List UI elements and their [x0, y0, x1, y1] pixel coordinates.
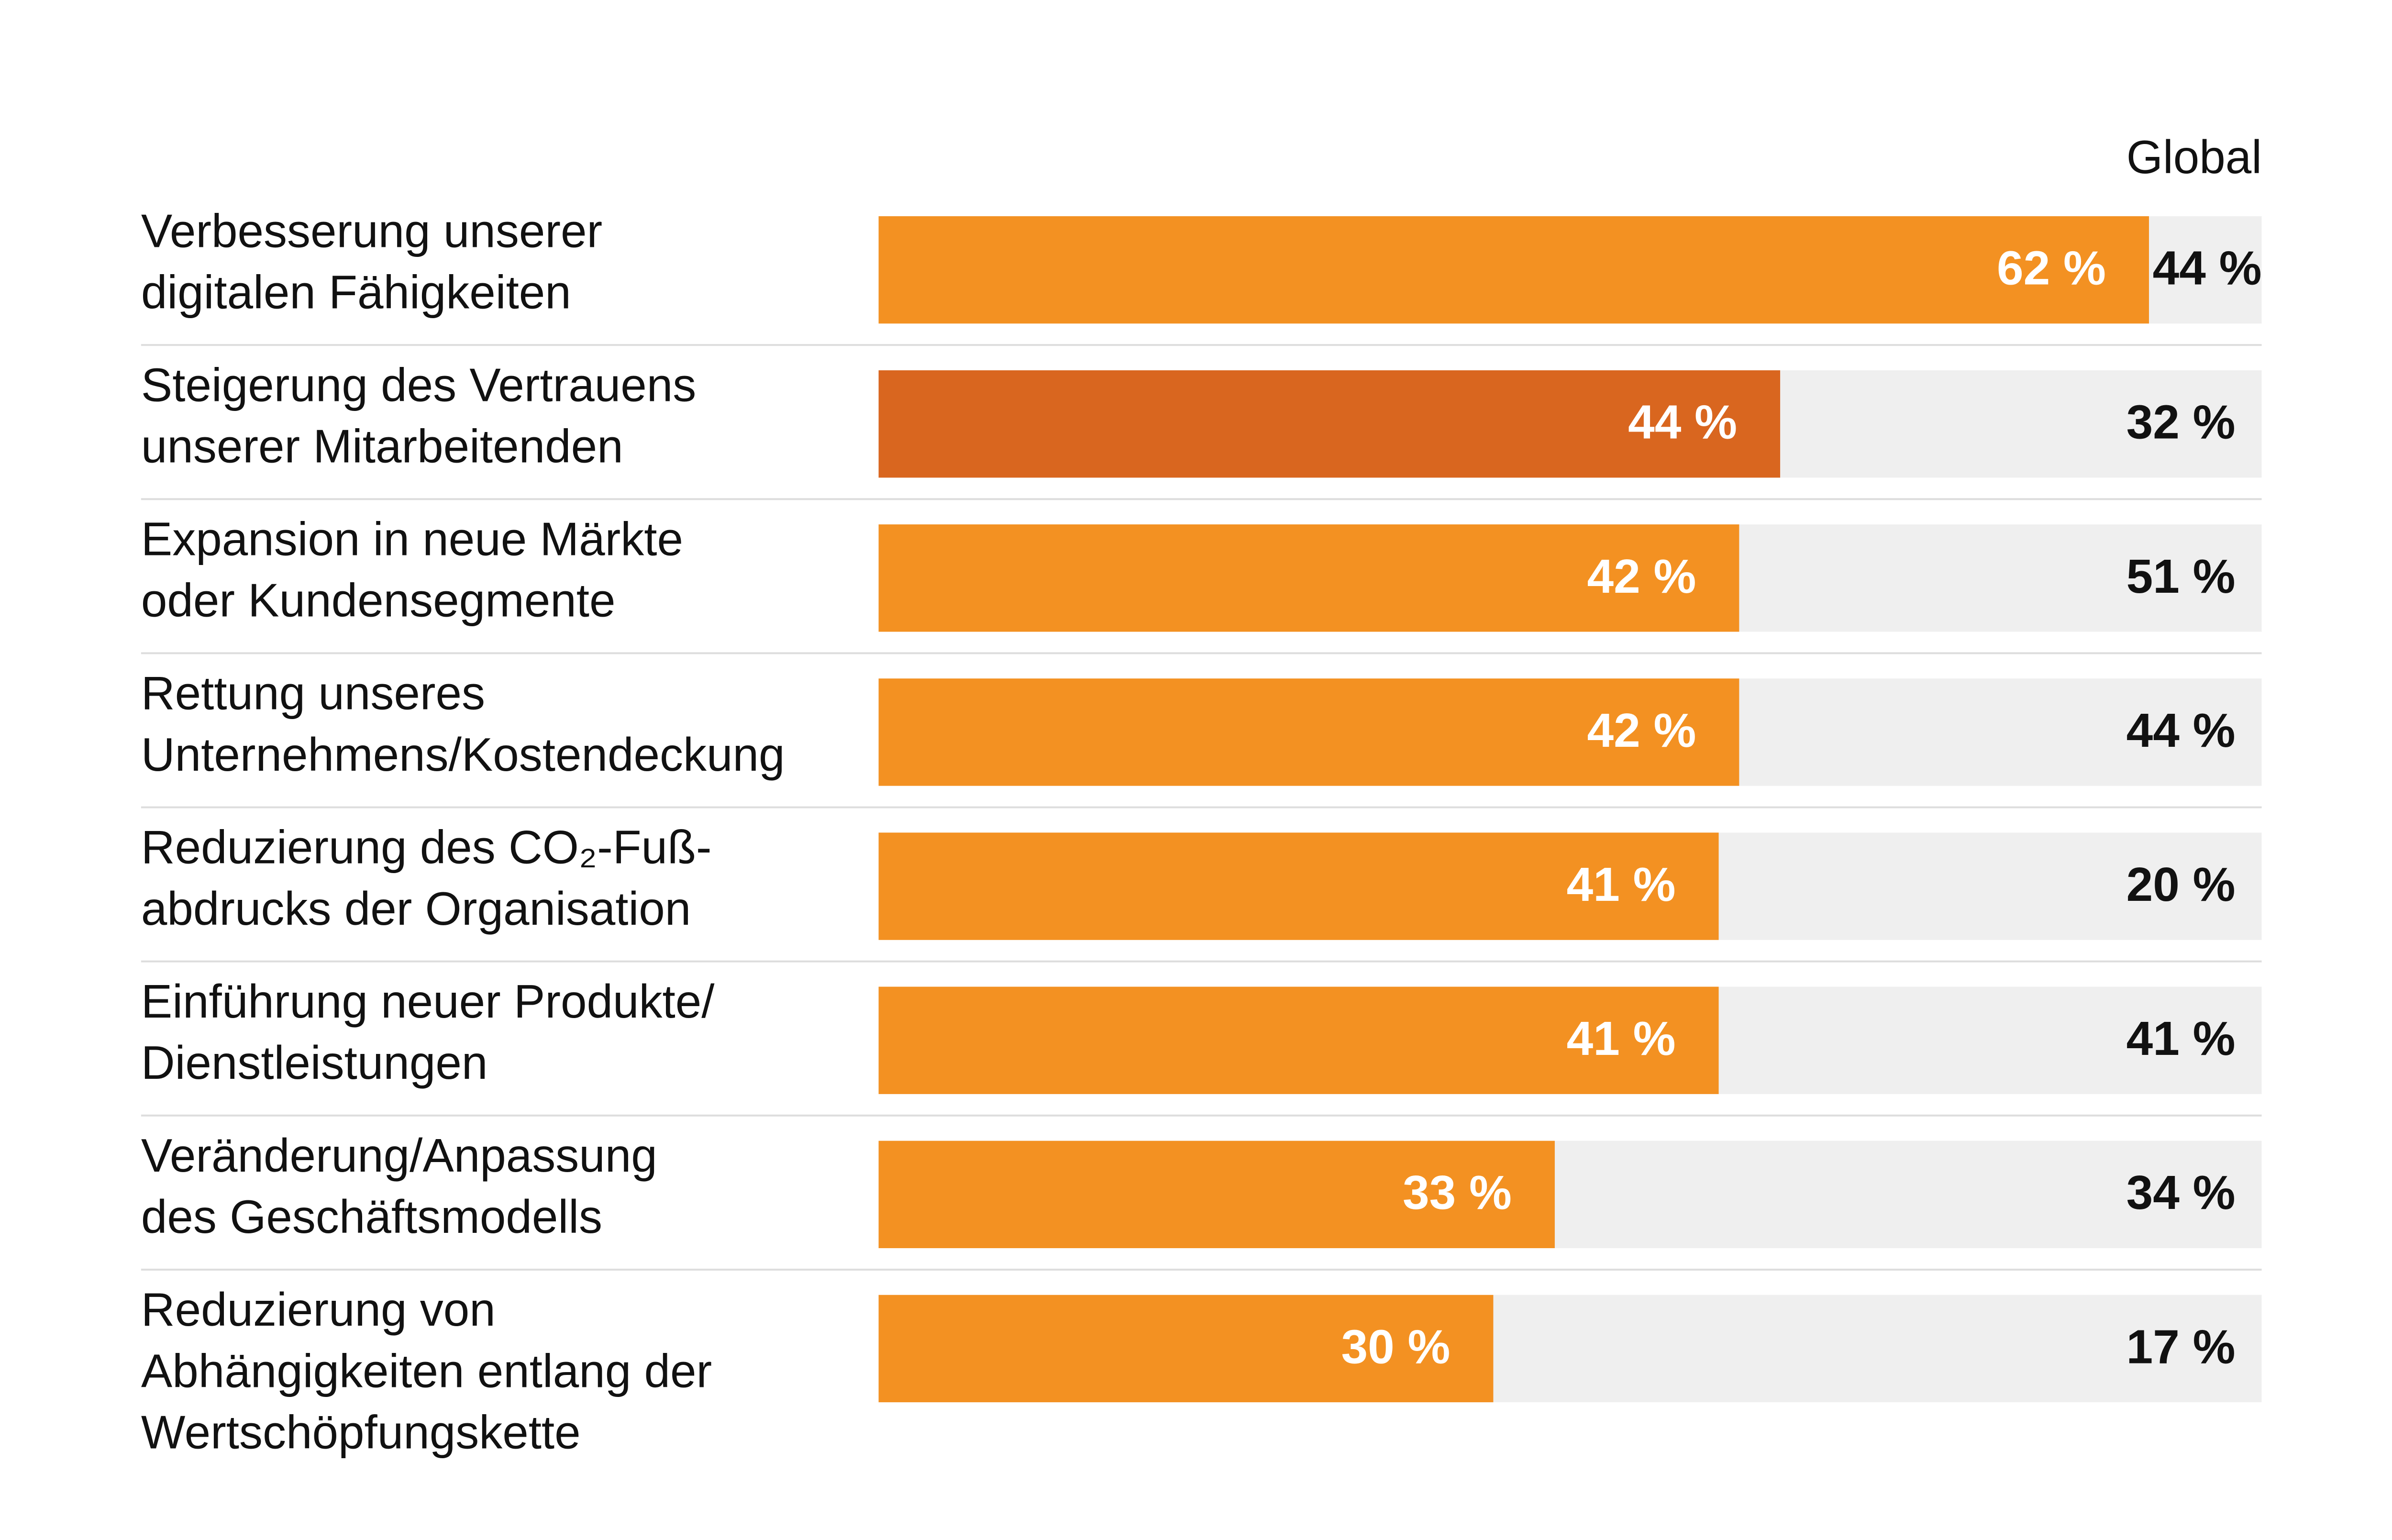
global-value-label: 44 %: [2126, 704, 2236, 757]
value-label: 33 %: [1403, 1166, 1512, 1219]
global-value-label: 32 %: [2126, 396, 2236, 449]
category-label: digitalen Fähigkeiten: [141, 266, 571, 318]
bar: [878, 1295, 1494, 1403]
value-label: 41 %: [1567, 858, 1676, 911]
category-label: des Geschäftsmodells: [141, 1190, 602, 1243]
category-label: Reduzierung von: [141, 1283, 496, 1336]
value-label: 42 %: [1587, 550, 1696, 603]
global-value-label: 17 %: [2126, 1320, 2236, 1374]
category-label: Steigerung des Vertrauens: [141, 358, 696, 411]
category-label: Einführung neuer Produkte/: [141, 975, 715, 1028]
category-label: Expansion in neue Märkte: [141, 513, 683, 565]
bar: [878, 1141, 1555, 1248]
category-label: oder Kundensegmente: [141, 574, 616, 627]
category-label: Wertschöpfungskette: [141, 1406, 581, 1458]
category-label: Reduzierung des CO₂-Fuß-: [141, 821, 712, 874]
global-value-label: 44 %: [2153, 242, 2262, 295]
bar: [878, 216, 2149, 324]
value-label: 42 %: [1587, 704, 1696, 757]
value-label: 41 %: [1567, 1012, 1676, 1065]
bar: [878, 524, 1739, 632]
value-label: 44 %: [1628, 396, 1737, 449]
bar: [878, 678, 1739, 786]
global-header: Global: [2126, 131, 2262, 183]
category-label: abdrucks der Organisation: [141, 882, 691, 935]
category-label: Rettung unseres: [141, 667, 485, 720]
category-label: Veränderung/Anpassung: [141, 1129, 657, 1182]
category-label: Abhängigkeiten entlang der: [141, 1344, 712, 1397]
global-value-label: 41 %: [2126, 1012, 2236, 1065]
bar: [878, 370, 1781, 478]
category-label: Dienstleistungen: [141, 1036, 488, 1089]
bar: [878, 832, 1719, 940]
category-label: Verbesserung unserer: [141, 204, 602, 257]
category-label: Unternehmens/Kostendeckung: [141, 728, 785, 781]
global-value-label: 34 %: [2126, 1166, 2236, 1219]
global-value-label: 20 %: [2126, 858, 2236, 911]
global-value-label: 51 %: [2126, 550, 2236, 603]
bar: [878, 986, 1719, 1094]
value-label: 30 %: [1341, 1320, 1451, 1374]
value-label: 62 %: [1997, 242, 2106, 295]
category-label: unserer Mitarbeitenden: [141, 420, 623, 473]
